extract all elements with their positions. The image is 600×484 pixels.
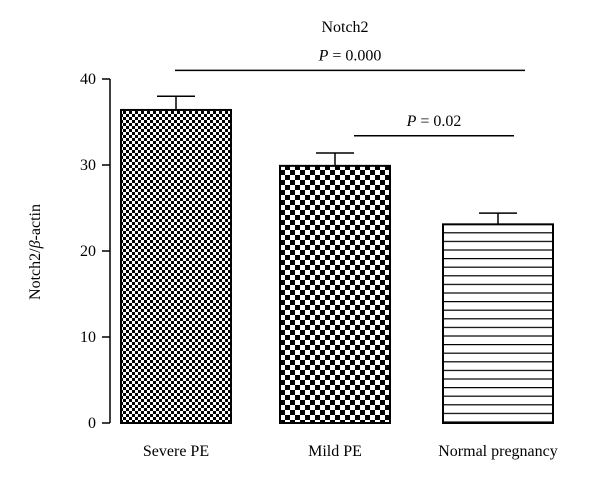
chart-title: Notch2	[321, 19, 368, 36]
p-value-number: = 0.000	[328, 47, 381, 64]
bar	[279, 164, 391, 425]
x-axis-tick-labels: Severe PE Mild PE Normal pregnancy	[143, 443, 558, 460]
y-axis-ticks: 0 10 20 30 40	[80, 71, 110, 432]
y-axis-title: Notch2/β-actin	[27, 204, 44, 300]
y-tick-label: 0	[88, 415, 96, 432]
y-axis-title-suffix: -actin	[27, 204, 44, 240]
p-value-label: P = 0.02	[406, 113, 462, 130]
y-axis-title-prefix: Notch2/	[27, 248, 44, 300]
x-tick-label: Normal pregnancy	[438, 443, 558, 460]
y-tick-label: 30	[80, 157, 96, 174]
x-tick-label: Mild PE	[308, 443, 362, 460]
y-tick-label: 20	[80, 243, 96, 260]
bar	[442, 223, 554, 424]
y-axis-title-symbol: β	[27, 240, 44, 249]
bar	[120, 108, 232, 425]
y-tick-label: 40	[80, 71, 96, 88]
y-tick-label: 10	[80, 329, 96, 346]
x-tick-label: Severe PE	[143, 443, 209, 460]
p-value-number: = 0.02	[416, 113, 461, 130]
p-value-symbol: P	[406, 113, 417, 130]
p-value-symbol: P	[318, 47, 329, 64]
bars	[120, 95, 554, 425]
p-value-label: P = 0.000	[318, 47, 382, 64]
